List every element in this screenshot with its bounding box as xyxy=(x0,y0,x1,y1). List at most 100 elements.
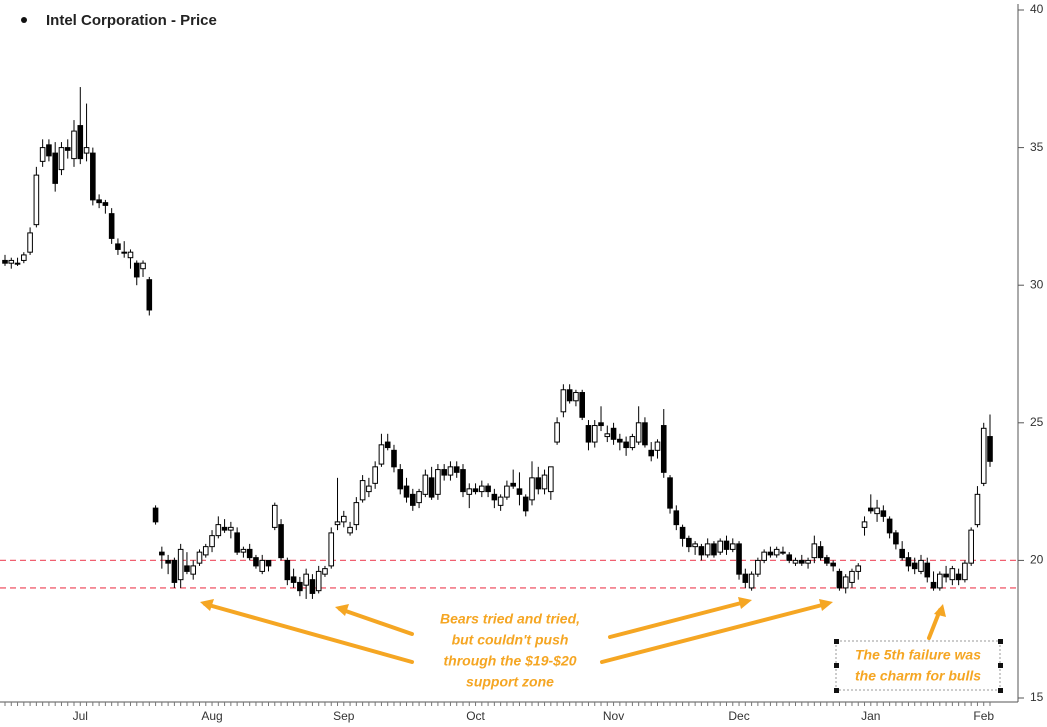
candle-body xyxy=(824,557,830,564)
handle xyxy=(998,688,1003,693)
candle-body xyxy=(798,559,805,564)
candle-body xyxy=(184,565,190,572)
candle-body xyxy=(842,576,849,589)
candle-body xyxy=(585,425,592,443)
y-tick-label: 20 xyxy=(1030,553,1044,567)
candle-body xyxy=(460,469,466,493)
candle-body xyxy=(642,422,648,446)
candle-body xyxy=(497,496,504,506)
legend: Intel Corporation - Price xyxy=(21,12,217,29)
candle-body xyxy=(472,488,479,493)
candle-body xyxy=(955,573,962,581)
candle-body xyxy=(453,466,460,473)
candle-body xyxy=(742,573,749,583)
candle-body xyxy=(554,422,560,443)
candle-body xyxy=(736,543,742,575)
candle-body xyxy=(196,551,203,564)
candle-body xyxy=(867,507,874,512)
arrow xyxy=(608,600,747,639)
candle-body xyxy=(334,521,341,526)
x-tick-label: Sep xyxy=(333,709,355,723)
candle-body xyxy=(504,485,510,498)
candle-body xyxy=(510,482,516,487)
handle xyxy=(998,639,1003,644)
candle-body xyxy=(968,529,974,564)
candle-body xyxy=(96,199,102,204)
candle-body xyxy=(102,202,109,206)
candle-body xyxy=(46,144,52,157)
candle-body xyxy=(893,532,899,545)
candle-body xyxy=(767,551,774,556)
x-tick-label: Feb xyxy=(973,709,994,723)
candle-body xyxy=(541,474,548,490)
candle-body xyxy=(529,477,535,501)
candle-body xyxy=(899,548,905,559)
candle-body xyxy=(39,147,46,162)
candle-body xyxy=(686,537,692,548)
candle-body xyxy=(441,469,447,476)
candle-body xyxy=(21,254,27,261)
candle-body xyxy=(522,496,529,512)
candle-body xyxy=(466,488,473,495)
candle-body xyxy=(679,526,686,539)
annotation: through the $19-$20 xyxy=(443,653,576,669)
candle-body xyxy=(322,568,328,575)
candle-body xyxy=(290,576,297,583)
x-tick-label: Nov xyxy=(603,709,624,723)
candle-body xyxy=(980,427,987,484)
candle-body xyxy=(479,485,485,493)
candle-body xyxy=(165,559,171,564)
candle-body xyxy=(880,510,887,517)
candle-body xyxy=(202,546,209,556)
candle-body xyxy=(353,502,360,526)
candle-body xyxy=(673,510,680,526)
candle-body xyxy=(598,422,604,427)
candle-body xyxy=(2,259,8,264)
candle-body xyxy=(234,532,240,553)
arrow xyxy=(600,602,828,664)
legend-label: Intel Corporation - Price xyxy=(46,12,217,29)
candle-body xyxy=(604,433,611,438)
candle-body xyxy=(610,427,617,440)
candle-body xyxy=(391,449,397,468)
candle-body xyxy=(548,466,554,493)
candle-body xyxy=(905,557,912,567)
candle-body xyxy=(773,548,780,556)
arrowhead xyxy=(738,597,752,609)
candle-body xyxy=(849,570,855,583)
candle-body xyxy=(340,515,347,523)
x-tick-label: Dec xyxy=(728,709,749,723)
candle-body xyxy=(943,573,949,578)
candle-body xyxy=(717,540,724,553)
arrowhead xyxy=(200,599,214,611)
candle-body xyxy=(623,441,629,449)
candle-body xyxy=(654,441,661,451)
candle-body xyxy=(836,570,843,589)
candle-body xyxy=(146,279,153,311)
candle-body xyxy=(378,444,385,465)
candle-body xyxy=(303,573,309,586)
arrow xyxy=(203,602,414,664)
candle-body xyxy=(265,559,272,567)
candle-body xyxy=(403,485,410,498)
candle-body xyxy=(755,559,761,575)
candle-body xyxy=(64,147,71,151)
candle-body xyxy=(987,436,993,462)
candle-body xyxy=(52,152,58,184)
candle-body xyxy=(190,565,197,575)
candle-body xyxy=(416,491,422,504)
candle-body xyxy=(937,573,943,589)
candle-body xyxy=(560,389,567,413)
handle xyxy=(998,663,1003,668)
candle-body xyxy=(359,480,366,501)
candle-body xyxy=(14,262,21,265)
candle-body xyxy=(974,493,981,526)
candle-body xyxy=(159,551,165,556)
y-tick-label: 40 xyxy=(1030,2,1044,16)
candle-body xyxy=(240,548,247,553)
candle-body xyxy=(315,570,322,592)
x-tick-label: Oct xyxy=(466,709,485,723)
candle-body xyxy=(328,532,335,567)
arrowhead xyxy=(934,604,946,617)
annotation: the charm for bulls xyxy=(855,668,981,684)
